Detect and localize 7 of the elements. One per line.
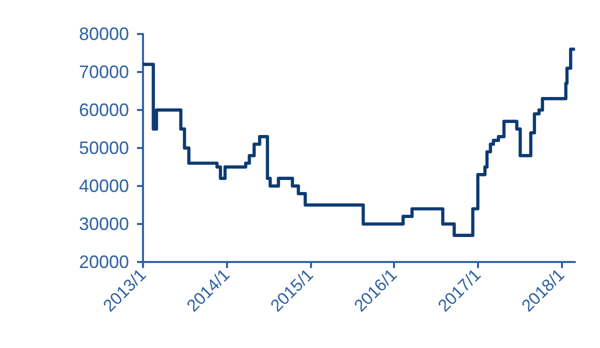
y-tick-label: 40000	[78, 176, 129, 196]
y-tick-label: 20000	[78, 252, 129, 272]
y-tick-label: 60000	[78, 100, 129, 120]
y-tick-label: 30000	[78, 214, 129, 234]
y-tick-label: 80000	[78, 24, 129, 44]
y-tick-label: 50000	[78, 138, 129, 158]
y-tick-label: 70000	[78, 62, 129, 82]
